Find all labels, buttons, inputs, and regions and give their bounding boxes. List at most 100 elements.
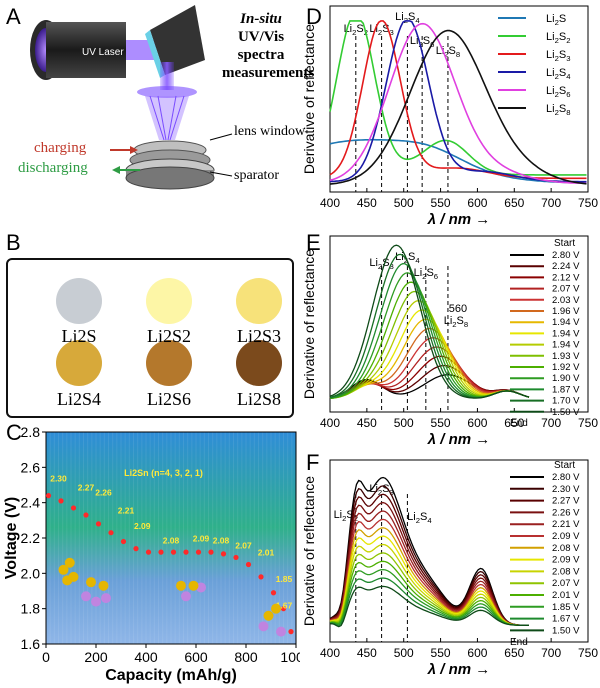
- disc-li2s6: [146, 340, 192, 386]
- chart-c-point: [208, 549, 214, 555]
- chart-c-xtick-label: 600: [184, 649, 208, 665]
- chart-c-xlabel: Capacity (mAh/g): [105, 667, 237, 684]
- chart-d-legend-label: Li2S2: [546, 31, 570, 45]
- molecule-atom-s: [188, 580, 199, 591]
- chart-xtick-label: 550: [431, 416, 451, 430]
- chart-c-point: [58, 498, 64, 504]
- chart-c-xtick-label: 400: [134, 649, 158, 665]
- chart-c-point-label: 2.27: [78, 482, 95, 492]
- chart-ylabel: Derivative of reflectance: [301, 24, 317, 174]
- chart-e-annotation: 560: [449, 303, 467, 315]
- chart-c-point: [170, 549, 177, 555]
- disc-li2s2: [146, 278, 192, 324]
- chart-c-point: [83, 512, 89, 518]
- disc-li2s4: [56, 340, 102, 386]
- chart-c-point: [270, 590, 277, 596]
- chart-f-legend-label: 2.01 V: [552, 590, 580, 601]
- molecule-atom-li: [196, 582, 206, 593]
- chart-xtick-label: 450: [357, 196, 377, 210]
- chart-xlabel: λ / nm →: [427, 661, 491, 678]
- panel-label-a: A: [6, 4, 21, 29]
- chart-xlabel: λ / nm →: [427, 431, 491, 448]
- chart-e-legend-label: 1.50 V: [552, 407, 580, 418]
- cell-device: [125, 140, 215, 190]
- chart-e-marker-label: Li2S8: [444, 315, 468, 329]
- chart-d-legend-label: Li2S: [546, 13, 566, 27]
- chart-e-legend-label: 1.92 V: [552, 362, 580, 373]
- chart-xtick-label: 450: [357, 416, 377, 430]
- chart-c-point-label: 2.07: [235, 541, 252, 551]
- chart-c-point-label: 2.09: [193, 534, 210, 544]
- chart-f-legend-label: 2.09 V: [552, 555, 580, 566]
- chart-e-legend-label: 2.80 V: [552, 250, 580, 261]
- chart-c-ytick-label: 1.8: [21, 601, 41, 617]
- disc-li2s3: [236, 278, 282, 324]
- chart-e-series-line: [329, 262, 530, 399]
- chart-xtick-label: 550: [431, 196, 451, 210]
- chart-e-legend-label: 1.96 V: [552, 306, 580, 317]
- chart-d-series-line: [329, 20, 587, 180]
- molecule-atom-li: [101, 593, 111, 604]
- panel-b-box: [6, 258, 294, 418]
- chart-f-series-line: [329, 543, 530, 626]
- chart-c-point: [120, 538, 127, 545]
- chart-f-legend-label: 2.26 V: [552, 507, 580, 518]
- chart-c-point: [95, 521, 102, 527]
- chart-f-legend-label: 2.08 V: [552, 566, 580, 577]
- chart-f-legend-label: 1.85 V: [552, 602, 580, 613]
- chart-e-marker-label: Li2S6: [414, 267, 438, 281]
- chart-xtick-label: 650: [504, 416, 524, 430]
- disc-label-li2s6: Li2S6: [146, 389, 191, 409]
- chart-xtick-label: 400: [320, 196, 340, 210]
- chart-e-legend-start: Start: [554, 238, 575, 249]
- chart-d-spectra: 400 450 500 550 600 650 700 750 λ / nm → Derivati…: [301, 5, 598, 228]
- chart-f-series-line: [329, 535, 530, 626]
- chart-c-point: [195, 549, 202, 555]
- separator-label: sparator: [234, 168, 280, 183]
- chart-c-point-label: 2.09: [134, 521, 151, 531]
- chart-c-voltage: 1.6 1.8 2.0 2.2 2.4 2.6 2.8 0 200 400 600 800 1000 Ca…: [3, 424, 300, 684]
- chart-d-series-line: [329, 20, 587, 176]
- panel-label-b: B: [6, 230, 21, 255]
- chart-e-marker-label: Li2S3: [369, 257, 393, 271]
- chart-xtick-label: 700: [541, 646, 561, 660]
- chart-frame: [329, 5, 589, 193]
- chart-f-legend-label: 1.67 V: [552, 614, 580, 625]
- chart-f-marker-label: Li2S3: [369, 483, 393, 497]
- disc-li2s: [56, 278, 102, 324]
- disc-li2s8: [236, 340, 282, 386]
- chart-xtick-label: 450: [357, 646, 377, 660]
- chart-e-legend-label: 2.03 V: [552, 295, 580, 306]
- chart-c-point: [145, 549, 152, 555]
- chart-xtick-label: 550: [431, 646, 451, 660]
- chart-c-plot-bg: [46, 432, 296, 644]
- chart-d-legend-label: Li2S6: [546, 85, 570, 99]
- chart-c-point-label: 2.26: [95, 488, 112, 498]
- panel-label-c: C: [6, 420, 22, 445]
- molecule-atom-li: [81, 591, 91, 602]
- chart-c-ytick-label: 2.0: [21, 565, 41, 581]
- chart-c-point: [45, 493, 52, 499]
- chart-e-legend-label: 1.87 V: [552, 384, 580, 395]
- chart-e-legend-label: 1.94 V: [552, 317, 580, 328]
- chart-f-series-line: [329, 577, 530, 627]
- chart-xtick-label: 650: [504, 196, 524, 210]
- chart-c-point-label: 2.01: [258, 548, 275, 558]
- chart-c-ytick-label: 2.4: [21, 495, 41, 511]
- molecule-atom-s: [58, 564, 69, 575]
- chart-d-legend-label: Li2S3: [546, 49, 570, 63]
- chart-d-series-line: [329, 29, 587, 185]
- chart-frame: [329, 459, 589, 643]
- chart-c-point-label: 2.30: [50, 473, 67, 483]
- chart-e-legend-label: 1.94 V: [552, 328, 580, 339]
- chart-c-point: [220, 551, 227, 557]
- chart-e-charging: 400 450 500 550 600 650 700 750 λ / nm → Derivati…: [301, 235, 598, 448]
- molecule-atom-li: [276, 626, 286, 637]
- molecule-atom-s: [68, 571, 79, 582]
- chart-e-legend-label: 2.12 V: [552, 272, 580, 283]
- chart-xtick-label: 600: [467, 646, 487, 660]
- disc-label-li2s: Li2S: [61, 326, 97, 346]
- disc-label-li2s8: Li2S8: [236, 389, 281, 409]
- chart-f-legend-label: 2.08 V: [552, 543, 580, 554]
- chart-c-annotation: Li2Sn (n=4, 3, 2, 1): [124, 468, 203, 478]
